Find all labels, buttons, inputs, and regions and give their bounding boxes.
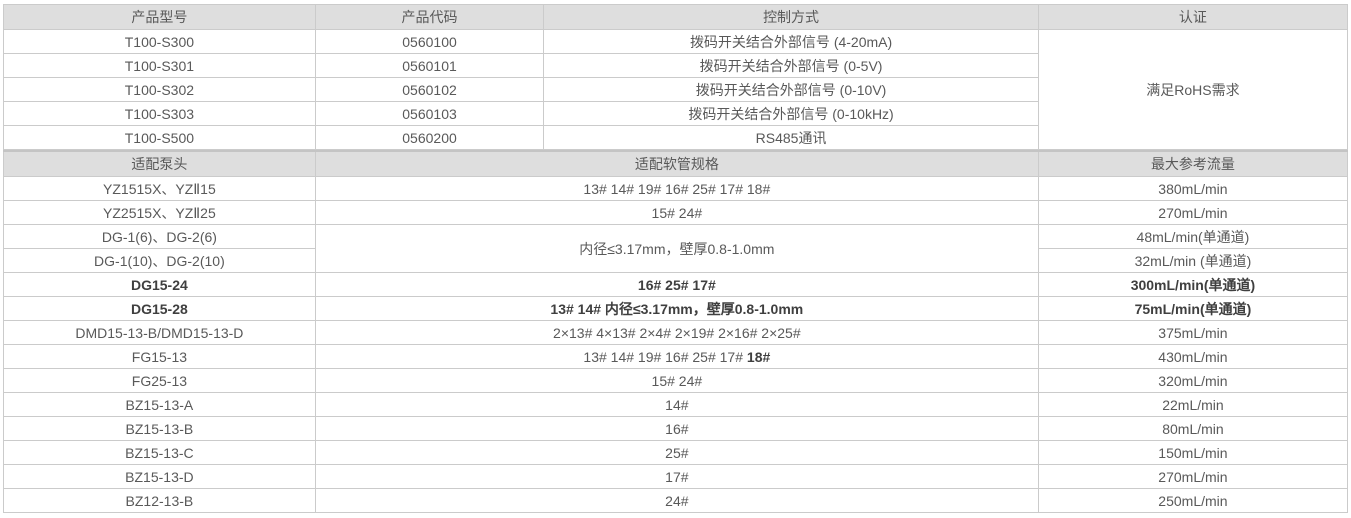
table-row: BZ15-13-D 17# 270mL/min — [3, 464, 1349, 489]
hose-spec-normal: 13# 14# 19# 16# 25# 17# — [583, 348, 744, 365]
cell-hose-spanned: 内径≤3.17mm，壁厚0.8-1.0mm — [314, 224, 1039, 273]
cell-pumphead: DG-1(6)、DG-2(6) — [3, 224, 316, 249]
cell-flow: 270mL/min — [1037, 200, 1349, 225]
cell-hose: 13# 14# 19# 16# 25# 17# 18# — [314, 344, 1039, 369]
cell-pumphead: BZ15-13-C — [3, 440, 316, 465]
cell-hose: 13# 14# 内径≤3.17mm，壁厚0.8-1.0mm — [314, 296, 1039, 321]
cell-model: T100-S500 — [3, 125, 316, 150]
cell-pumphead: DG-1(10)、DG-2(10) — [3, 248, 316, 273]
header-pump-head: 适配泵头 — [3, 150, 316, 177]
table-row: BZ15-13-C 25# 150mL/min — [3, 440, 1349, 465]
cell-pumphead: FG25-13 — [3, 368, 316, 393]
cell-hose: 16# — [314, 416, 1039, 441]
cell-control: RS485通讯 — [543, 125, 1039, 150]
cell-code: 0560200 — [314, 125, 545, 150]
cell-flow: 150mL/min — [1037, 440, 1349, 465]
cell-model: T100-S303 — [3, 101, 316, 126]
cell-control: 拨码开关结合外部信号 (0-10kHz) — [543, 101, 1039, 126]
cell-pumphead: YZ1515X、YZⅡ15 — [3, 176, 316, 201]
cell-pumphead: BZ12-13-B — [3, 488, 316, 513]
cell-hose: 25# — [314, 440, 1039, 465]
table-row: DG15-24 16# 25# 17# 300mL/min(单通道) — [3, 272, 1349, 297]
cell-code: 0560100 — [314, 29, 545, 54]
cell-code: 0560102 — [314, 77, 545, 102]
table-row: DMD15-13-B/DMD15-13-D 2×13# 4×13# 2×4# 2… — [3, 320, 1349, 345]
cell-flow: 80mL/min — [1037, 416, 1349, 441]
cell-pumphead: DG15-24 — [3, 272, 316, 297]
cell-flow: 22mL/min — [1037, 392, 1349, 417]
header-hose-spec: 适配软管规格 — [314, 150, 1039, 177]
cell-flow: 270mL/min — [1037, 464, 1349, 489]
pumpheads-table: 适配泵头 适配软管规格 最大参考流量 YZ1515X、YZⅡ15 13# 14#… — [3, 150, 1349, 513]
cell-control: 拨码开关结合外部信号 (4-20mA) — [543, 29, 1039, 54]
table-row: FG15-13 13# 14# 19# 16# 25# 17# 18# 430m… — [3, 344, 1349, 369]
cell-model: T100-S301 — [3, 53, 316, 78]
table-row: BZ12-13-B 24# 250mL/min — [3, 488, 1349, 513]
cell-hose: 24# — [314, 488, 1039, 513]
cell-flow: 320mL/min — [1037, 368, 1349, 393]
table-row: YZ1515X、YZⅡ15 13# 14# 19# 16# 25# 17# 18… — [3, 176, 1349, 201]
table-row: DG15-28 13# 14# 内径≤3.17mm，壁厚0.8-1.0mm 75… — [3, 296, 1349, 321]
cell-pumphead: YZ2515X、YZⅡ25 — [3, 200, 316, 225]
table-row: T100-S500 0560200 RS485通讯 — [3, 125, 1348, 150]
table-row: T100-S300 0560100 拨码开关结合外部信号 (4-20mA) 满足… — [3, 29, 1349, 150]
cell-flow: 375mL/min — [1037, 320, 1349, 345]
cell-pumphead: DG15-28 — [3, 296, 316, 321]
table-row: BZ15-13-A 14# 22mL/min — [3, 392, 1349, 417]
cell-flow: 380mL/min — [1037, 176, 1349, 201]
cell-hose: 2×13# 4×13# 2×4# 2×19# 2×16# 2×25# — [314, 320, 1039, 345]
cell-model: T100-S300 — [3, 29, 316, 54]
cell-flow: 48mL/min(单通道) — [1037, 224, 1349, 249]
pumpheads-header-row: 适配泵头 适配软管规格 最大参考流量 — [3, 150, 1349, 177]
table-row: T100-S302 0560102 拨码开关结合外部信号 (0-10V) — [3, 77, 1348, 102]
cell-flow: 430mL/min — [1037, 344, 1349, 369]
header-product-model: 产品型号 — [3, 4, 316, 30]
table-row: YZ2515X、YZⅡ25 15# 24# 270mL/min — [3, 200, 1349, 225]
cell-pumphead: BZ15-13-A — [3, 392, 316, 417]
cell-pumphead: FG15-13 — [3, 344, 316, 369]
table-row: BZ15-13-B 16# 80mL/min — [3, 416, 1349, 441]
table-row: DG-1(6)、DG-2(6) 内径≤3.17mm，壁厚0.8-1.0mm 48… — [3, 224, 1349, 273]
cell-model: T100-S302 — [3, 77, 316, 102]
cell-pumphead: DMD15-13-B/DMD15-13-D — [3, 320, 316, 345]
cell-hose: 14# — [314, 392, 1039, 417]
cell-flow: 300mL/min(单通道) — [1037, 272, 1349, 297]
header-product-code: 产品代码 — [314, 4, 545, 30]
header-certification: 认证 — [1037, 4, 1349, 30]
cell-control: 拨码开关结合外部信号 (0-10V) — [543, 77, 1039, 102]
cell-code: 0560103 — [314, 101, 545, 126]
cell-pumphead: BZ15-13-B — [3, 416, 316, 441]
products-table: 产品型号 产品代码 控制方式 认证 T100-S300 0560100 拨码开关… — [3, 4, 1349, 150]
header-max-flow: 最大参考流量 — [1037, 150, 1349, 177]
table-row: T100-S303 0560103 拨码开关结合外部信号 (0-10kHz) — [3, 101, 1348, 126]
cell-hose: 16# 25# 17# — [314, 272, 1039, 297]
table-row: FG25-13 15# 24# 320mL/min — [3, 368, 1349, 393]
cell-hose: 15# 24# — [314, 200, 1039, 225]
table-row: DG-1(10)、DG-2(10) 32mL/min (单通道) — [3, 248, 1349, 273]
cell-hose: 13# 14# 19# 16# 25# 17# 18# — [314, 176, 1039, 201]
cell-control: 拨码开关结合外部信号 (0-5V) — [543, 53, 1039, 78]
header-control-method: 控制方式 — [543, 4, 1039, 30]
cell-flow: 250mL/min — [1037, 488, 1349, 513]
cell-flow: 32mL/min (单通道) — [1037, 248, 1349, 273]
cell-hose: 15# 24# — [314, 368, 1039, 393]
cell-pumphead: BZ15-13-D — [3, 464, 316, 489]
cell-certification: 满足RoHS需求 — [1037, 29, 1349, 150]
products-header-row: 产品型号 产品代码 控制方式 认证 — [3, 4, 1349, 30]
cell-hose: 17# — [314, 464, 1039, 489]
cell-flow: 75mL/min(单通道) — [1037, 296, 1349, 321]
cell-code: 0560101 — [314, 53, 545, 78]
hose-spec-bold: 18# — [746, 348, 771, 365]
